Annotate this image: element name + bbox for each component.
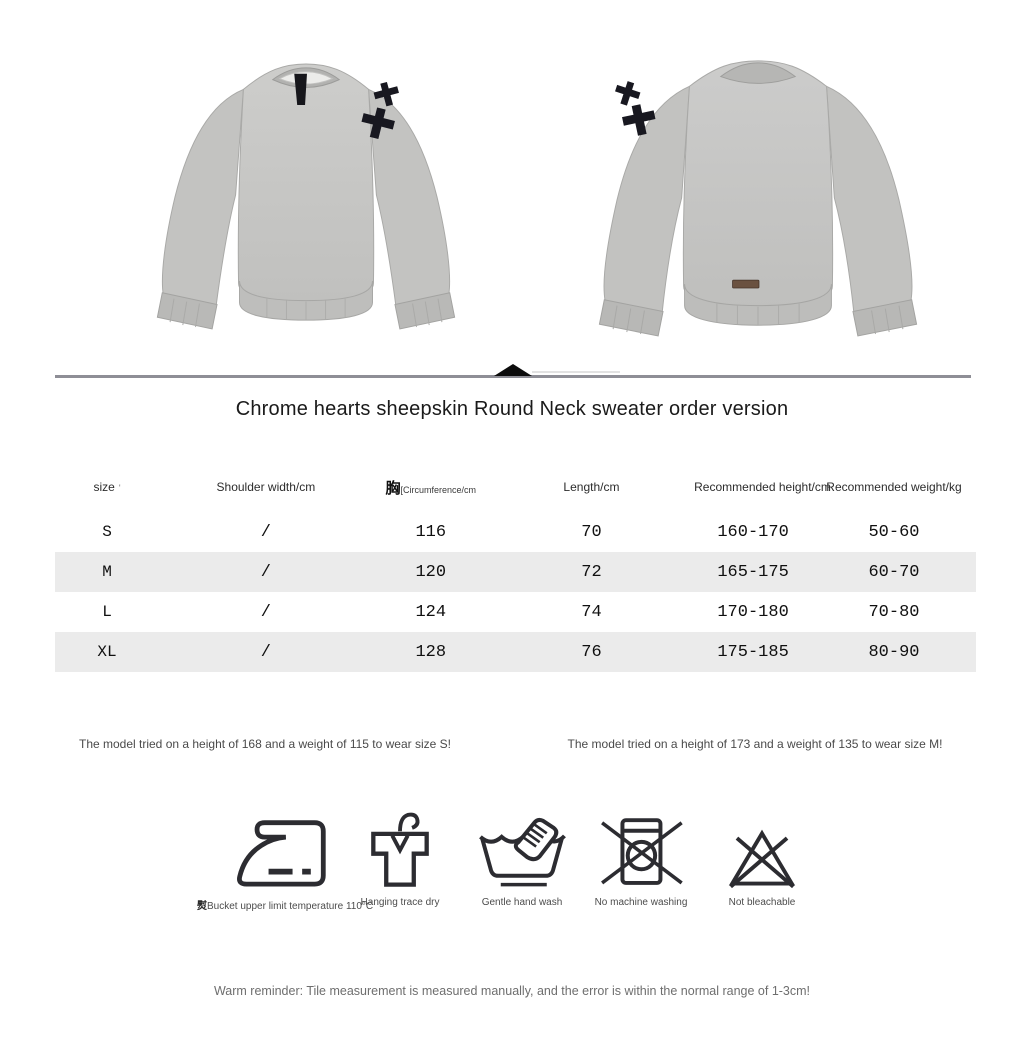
weight-value: 50-60 [868, 522, 920, 542]
chest-value: 120 [415, 562, 447, 582]
care-label: Hanging trace dry [360, 897, 440, 908]
table-row-s: S / 116 70 160-170 50-60 [55, 512, 976, 552]
weight-value: 60-70 [868, 562, 920, 582]
height-value: 160-170 [717, 522, 789, 542]
shoulder-value: / [260, 522, 271, 542]
care-item-no-machine-wash: No machine washing [556, 806, 726, 908]
size-value: M [102, 563, 112, 581]
col-header-weight: Recommended weight/kg [826, 480, 962, 494]
shoulder-value: / [260, 562, 271, 582]
model-note-right: The model tried on a height of 173 and a… [567, 737, 943, 751]
page-title: Chrome hearts sheepskin Round Neck sweat… [235, 398, 789, 420]
col-header-height: Recommended height/cm [694, 480, 831, 494]
col-header-chest: 胸[Circumference/cm [385, 479, 477, 497]
size-value: S [102, 523, 112, 541]
hang-dry-icon [315, 806, 485, 890]
care-item-iron: 熨Bucket upper limit temperature 110°C [197, 806, 374, 912]
size-value: XL [97, 643, 117, 661]
table-row-m: M / 120 72 165-175 60-70 [55, 552, 976, 592]
cross-patch-back [615, 81, 656, 136]
no-machine-wash-icon [556, 806, 726, 890]
neck-tag [294, 73, 307, 106]
col-header-shoulder: Shoulder width/cm [216, 480, 316, 494]
shoulder-value: / [260, 602, 271, 622]
col-header-length: Length/cm [563, 480, 620, 494]
no-bleach-icon [677, 806, 847, 890]
footer-reminder: Warm reminder: Tile measurement is measu… [213, 984, 811, 998]
size-table: size ' Shoulder width/cm 胸[Circumference/… [55, 462, 976, 672]
table-row-xl: XL / 128 76 175-185 80-90 [55, 632, 976, 672]
sweater-front-illustration [156, 63, 456, 330]
length-value: 74 [581, 602, 602, 622]
hand-wash-icon [437, 806, 607, 890]
table-row-l: L / 124 74 170-180 70-80 [55, 592, 976, 632]
hem-label-tag [732, 279, 760, 289]
length-value: 72 [581, 562, 602, 582]
height-value: 175-185 [717, 642, 789, 662]
height-value: 170-180 [717, 602, 789, 622]
care-label: Not bleachable [728, 897, 796, 908]
care-item-hang-dry: Hanging trace dry [315, 806, 485, 908]
care-label: Gentle hand wash [481, 897, 563, 908]
model-note-left: The model tried on a height of 168 and a… [78, 737, 451, 751]
care-label: 熨Bucket upper limit temperature 110°C [197, 901, 374, 912]
size-value: L [102, 603, 112, 621]
weight-value: 70-80 [868, 602, 920, 622]
iron-icon [197, 806, 367, 890]
col-header-size: size ' [93, 480, 121, 494]
care-label: No machine washing [594, 897, 688, 908]
care-item-hand-wash: Gentle hand wash [437, 806, 607, 908]
chest-value: 128 [415, 642, 447, 662]
shoulder-value: / [260, 642, 271, 662]
care-item-no-bleach: Not bleachable [677, 806, 847, 908]
length-value: 70 [581, 522, 602, 542]
sweater-front-image [130, 45, 482, 345]
chest-value: 116 [415, 522, 447, 542]
section-divider [55, 375, 971, 378]
sweater-back-illustration [598, 60, 918, 337]
cross-patch-front [361, 81, 399, 140]
size-table-header-row: size ' Shoulder width/cm 胸[Circumference/… [55, 462, 976, 512]
sweater-back-image [572, 42, 944, 348]
weight-value: 80-90 [868, 642, 920, 662]
length-value: 76 [581, 642, 602, 662]
height-value: 165-175 [717, 562, 789, 582]
chest-value: 124 [415, 602, 447, 622]
up-triangle-icon [494, 364, 532, 376]
size-header-mark: ' [118, 483, 121, 493]
section-divider-highlight [532, 371, 620, 373]
